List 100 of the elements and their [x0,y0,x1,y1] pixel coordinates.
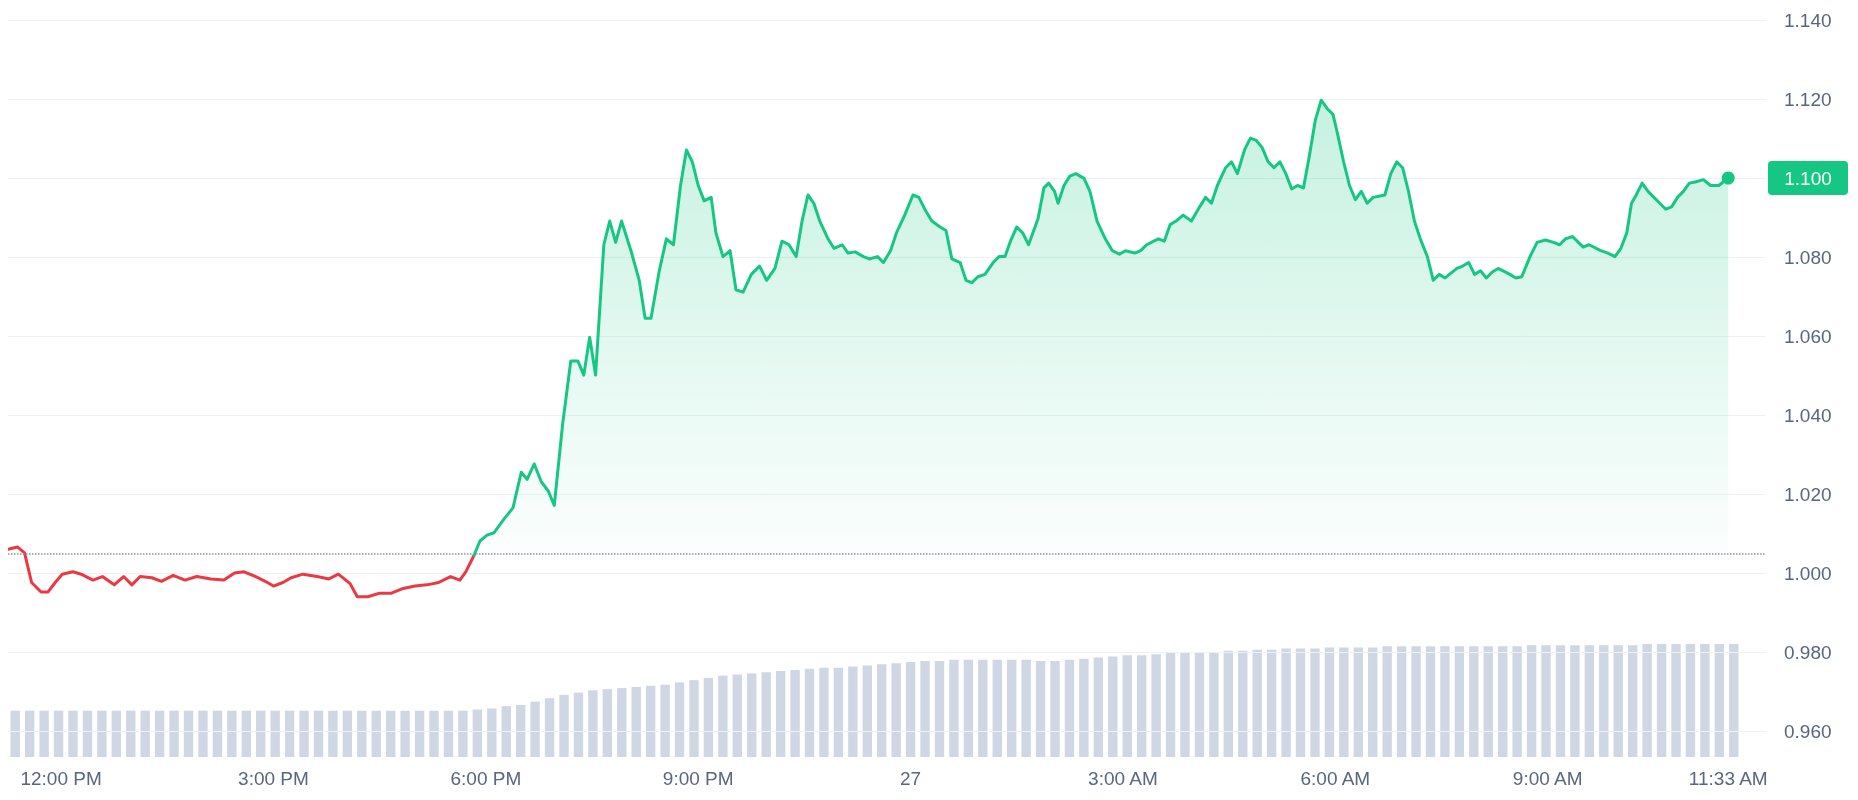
bar [487,708,497,757]
bar [1454,646,1465,757]
bar [573,692,584,757]
bar [862,665,872,757]
bar [891,663,901,757]
bar [1656,644,1667,757]
y-tick-label: 1.120 [1784,88,1832,110]
y-tick-label: 1.040 [1784,404,1832,426]
bar [357,710,367,757]
bar [183,710,194,757]
bar [154,710,165,757]
bar [1584,645,1595,757]
bar [1469,646,1479,757]
bar [1310,648,1320,757]
bar [256,710,266,757]
bar [934,660,945,757]
bar [1729,644,1739,757]
bar [97,710,107,757]
bar [414,710,425,757]
bar [530,701,540,757]
bar [169,710,179,757]
bar [501,706,511,757]
bar [1223,650,1234,757]
bar [1021,659,1031,757]
bar [1411,646,1421,757]
bar [386,710,396,757]
bar [1483,646,1493,757]
bar [1339,647,1349,757]
x-tick-label: 3:00 PM [238,768,309,789]
bar [1281,648,1291,757]
bar [732,674,742,757]
bar [1382,646,1392,757]
bar [241,710,251,757]
bar [1353,647,1363,757]
bar [833,667,844,757]
y-tick-label: 0.980 [1784,641,1832,663]
bar [718,675,728,757]
bar [10,710,20,757]
bar [270,710,280,757]
bar [645,685,656,757]
bar [284,710,295,757]
bar [602,689,613,757]
bar [1252,649,1262,757]
bar [660,684,670,757]
y-tick-label: 1.020 [1784,483,1832,505]
bar [1512,646,1522,757]
bar [472,709,483,757]
bar [1526,645,1537,757]
bar [53,710,64,757]
bar [1555,645,1566,757]
bar [82,710,93,757]
bar [328,710,338,757]
bar [559,694,569,757]
bar [1425,646,1436,757]
bar [689,680,699,757]
bar [299,710,309,757]
bar [674,682,685,757]
bar [905,662,916,757]
bar [631,686,641,757]
bar [1599,645,1609,757]
bar [212,710,223,757]
bar [1108,656,1118,757]
bar [1050,660,1060,757]
bar [790,669,800,757]
bar [39,710,49,757]
y-tick-label: 1.080 [1784,246,1832,268]
bar [1209,651,1219,757]
y-tick-label: 1.060 [1784,325,1832,347]
y-tick-label: 1.000 [1784,562,1832,584]
bar [458,710,468,757]
bar [1440,646,1450,757]
x-tick-label: 3:00 AM [1088,768,1158,789]
x-tick-label: 9:00 PM [662,768,734,789]
bar [544,698,555,757]
bar [198,710,208,757]
bar [1122,655,1132,757]
y-tick-label: 1.140 [1784,9,1832,31]
bar [371,710,381,757]
bar [848,666,858,757]
bar [1700,644,1710,757]
bar [1238,650,1248,757]
bar [313,710,324,757]
bar [747,673,757,757]
bar [1396,646,1407,757]
bar [1136,655,1147,757]
bar [24,710,35,757]
bar [1151,654,1161,757]
bar [140,710,150,757]
bar [443,710,454,757]
x-tick-label: 27 [900,768,922,789]
x-tick-label: 6:00 PM [450,768,522,789]
bar [617,688,627,757]
bar [1295,648,1306,757]
bar [1194,651,1205,757]
annotation: 1.100 [1784,167,1832,189]
bar [1165,653,1176,757]
bar [877,664,887,757]
bar [1266,649,1277,757]
bar [515,705,526,757]
x-tick-label: 6:00 AM [1300,768,1371,789]
